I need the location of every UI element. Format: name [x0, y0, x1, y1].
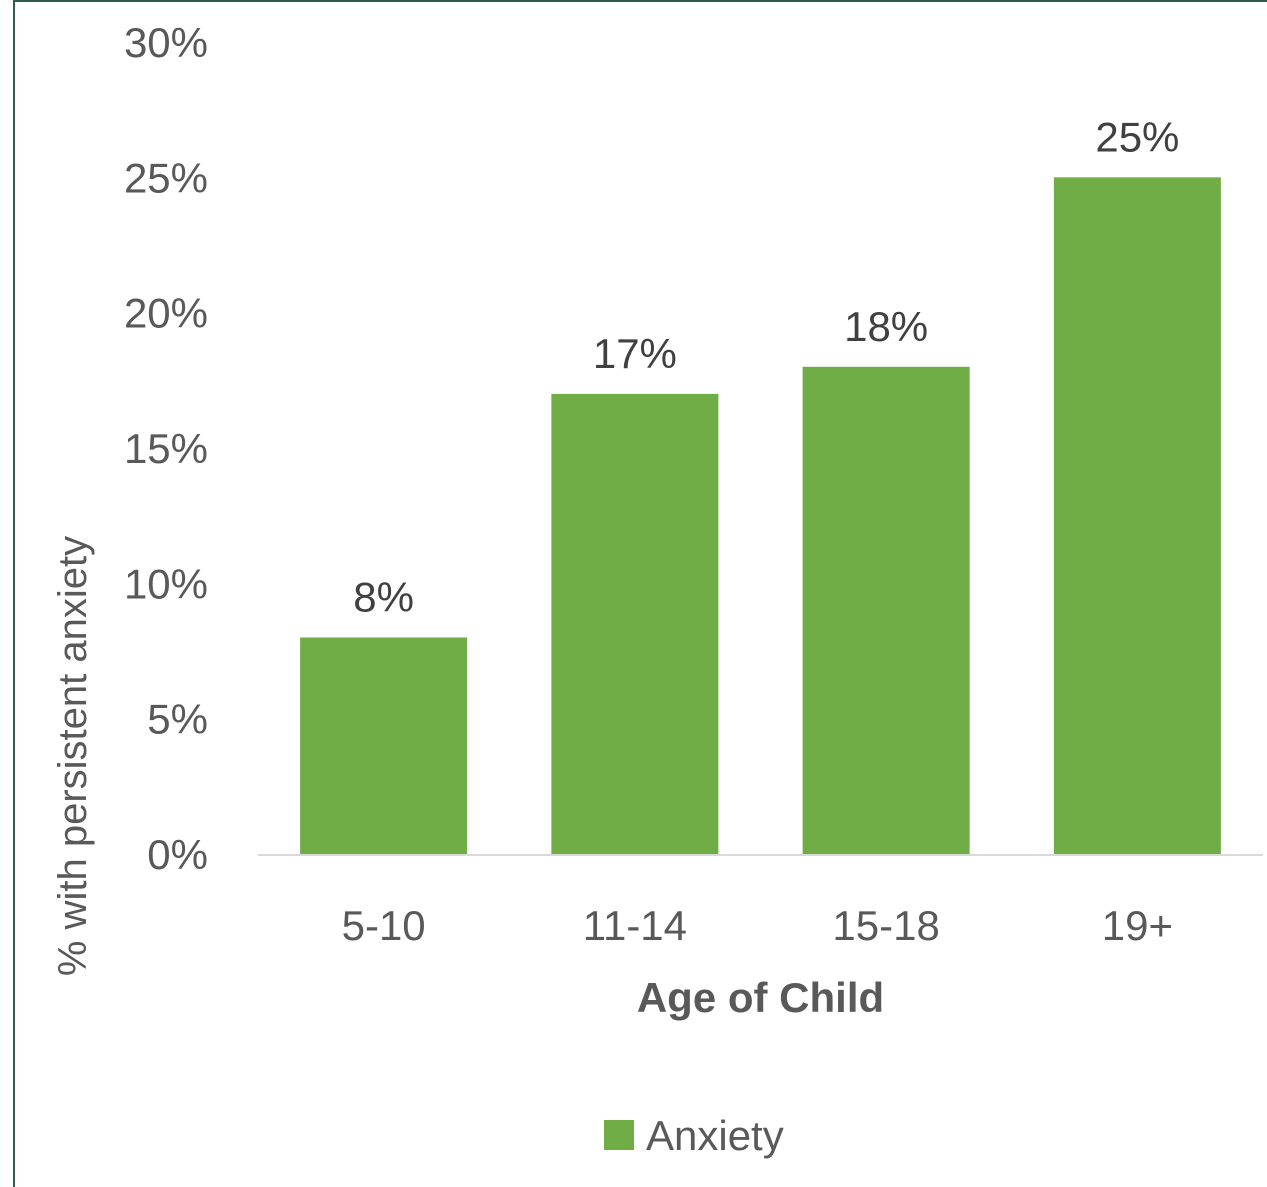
y-tick-label: 25% — [124, 154, 208, 201]
chart-frame — [13, 0, 1267, 1187]
legend-label-anxiety: Anxiety — [646, 1112, 784, 1159]
y-tick-label: 5% — [147, 696, 208, 743]
bar-15-18 — [802, 366, 970, 854]
x-axis-ticks: 5-10 11-14 15-18 19+ — [342, 902, 1173, 949]
data-label: 17% — [593, 330, 677, 377]
x-tick-label: 15-18 — [832, 902, 939, 949]
bar-5-10 — [300, 637, 468, 854]
bar-19+ — [1053, 177, 1221, 855]
y-tick-label: 0% — [147, 831, 208, 878]
y-axis-title: % with persistent anxiety — [51, 536, 95, 976]
x-tick-label: 11-14 — [583, 902, 687, 949]
legend: Anxiety — [604, 1112, 784, 1159]
x-tick-label: 19+ — [1102, 902, 1173, 949]
bar-11-14 — [551, 393, 719, 854]
y-tick-label: 30% — [124, 19, 208, 66]
legend-swatch-anxiety — [604, 1120, 634, 1150]
bars — [300, 177, 1221, 855]
data-label: 8% — [353, 573, 414, 620]
data-label: 18% — [844, 303, 928, 350]
y-tick-label: 20% — [124, 290, 208, 337]
x-tick-label: 5-10 — [342, 902, 426, 949]
y-tick-label: 10% — [124, 560, 208, 607]
data-labels: 8% 17% 18% 25% — [353, 113, 1179, 620]
y-axis-ticks: 0% 5% 10% 15% 20% 25% 30% — [124, 19, 208, 878]
x-axis-title: Age of Child — [637, 974, 884, 1021]
y-tick-label: 15% — [124, 425, 208, 472]
data-label: 25% — [1095, 113, 1179, 160]
